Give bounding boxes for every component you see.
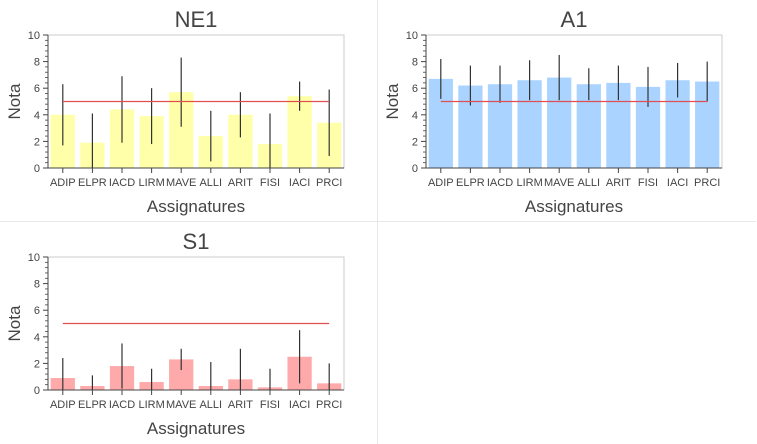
chart-title: NE1 [175,7,218,32]
x-tick-label: ELPR [78,177,107,189]
x-tick-label: ARIT [228,399,253,411]
x-tick-label: ADIP [50,177,76,189]
x-tick-label: ELPR [78,399,107,411]
y-tick-label: 4 [34,332,40,344]
chart-s1: S1 0 2 4 6 8 10 ADIP ELPR IACD LIRM MAVE ALLI ARIT FIS… [5,229,345,438]
x-tick-label: ARIT [606,177,631,189]
y-tick-label: 2 [34,136,40,148]
x-tick-label: ADIP [50,399,76,411]
y-axis-label: Nota [5,305,24,341]
x-axis-label: Assignatures [525,197,623,216]
chart-title: A1 [561,7,588,32]
x-tick-label: ALLI [577,177,600,189]
y-tick-label: 4 [34,110,40,122]
chart-title: S1 [183,229,210,254]
x-tick-label: ELPR [456,177,485,189]
x-tick-label: ARIT [228,177,253,189]
y-axis-label: Nota [5,83,24,119]
y-tick-label: 2 [34,358,40,370]
x-tick-label: MAVE [544,177,574,189]
chart-panel-s1: S1 0 2 4 6 8 10 ADIP ELPR IACD LIRM MAVE ALLI ARIT FIS… [0,222,378,444]
x-tick-label: MAVE [166,399,196,411]
y-axis-label: Nota [383,83,402,119]
x-tick-label: LIRM [516,177,542,189]
y-tick-label: 0 [412,163,418,175]
x-tick-label: IACI [289,399,310,411]
x-tick-label: FISI [260,399,280,411]
chart-a1: A1 0 2 4 6 8 10 ADIP ELPR IACD LIRM MAVE ALLI ARIT FIS… [383,7,723,216]
x-tick-label: IACI [289,177,310,189]
x-tick-label: IACD [109,177,135,189]
x-tick-label: PRCI [694,177,720,189]
x-tick-label: FISI [638,177,658,189]
x-tick-label: PRCI [316,399,342,411]
y-tick-label: 0 [34,385,40,397]
y-tick-label: 6 [34,83,40,95]
y-tick-label: 4 [412,110,418,122]
y-tick-label: 10 [406,30,418,42]
y-tick-label: 10 [28,30,40,42]
y-tick-label: 8 [34,57,40,69]
x-tick-label: PRCI [316,177,342,189]
y-tick-label: 10 [28,252,40,264]
chart-panel-ne1: NE1 0 2 4 6 8 10 ADIP ELPR IACD LIRM MAVE ALLI ARIT FI… [0,0,378,222]
x-axis-label: Assignatures [147,419,245,438]
x-axis-label: Assignatures [147,197,245,216]
x-tick-label: ADIP [428,177,454,189]
y-tick-label: 8 [412,57,418,69]
chart-ne1: NE1 0 2 4 6 8 10 ADIP ELPR IACD LIRM MAVE ALLI ARIT FI… [5,7,345,216]
x-tick-label: ALLI [199,177,222,189]
y-tick-label: 8 [34,279,40,291]
x-tick-label: MAVE [166,177,196,189]
x-tick-label: ALLI [199,399,222,411]
x-tick-label: IACD [487,177,513,189]
x-tick-label: IACI [667,177,688,189]
chart-panel-a1: A1 0 2 4 6 8 10 ADIP ELPR IACD LIRM MAVE ALLI ARIT FIS… [378,0,756,222]
y-tick-label: 2 [412,136,418,148]
y-tick-label: 6 [34,305,40,317]
x-tick-label: IACD [109,399,135,411]
y-tick-label: 6 [412,83,418,95]
x-tick-label: LIRM [138,177,164,189]
x-tick-label: FISI [260,177,280,189]
y-tick-label: 0 [34,163,40,175]
x-tick-label: LIRM [138,399,164,411]
